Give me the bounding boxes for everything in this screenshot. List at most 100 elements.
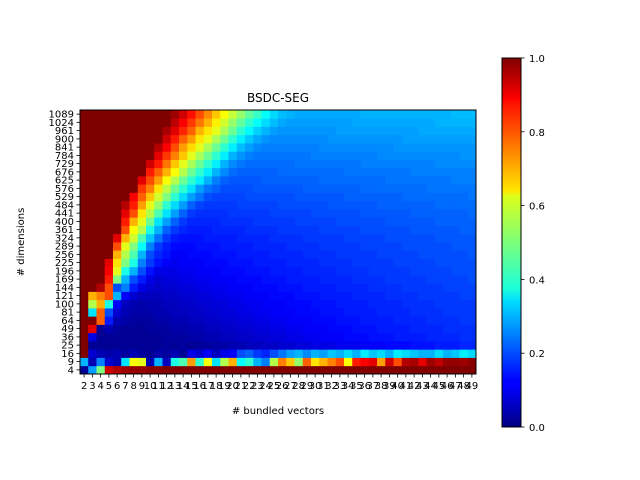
heatmap-cell	[451, 134, 460, 144]
heatmap-cell	[368, 233, 378, 243]
heatmap-cell	[451, 308, 460, 317]
heatmap-cell	[104, 242, 114, 251]
heatmap-cell	[269, 365, 279, 375]
x-tick-label: 9	[139, 381, 145, 392]
heatmap-cell	[179, 233, 188, 243]
heatmap-cell	[236, 126, 246, 136]
heatmap-cell	[393, 266, 403, 276]
heatmap-cell	[195, 308, 205, 317]
heatmap-cell	[278, 299, 287, 309]
heatmap-cell	[410, 357, 419, 367]
heatmap-cell	[96, 308, 106, 317]
heatmap-cell	[410, 225, 419, 235]
heatmap-cell	[319, 110, 328, 119]
heatmap-cell	[261, 349, 271, 358]
heatmap-cell	[203, 250, 213, 259]
heatmap-cell	[410, 192, 419, 202]
heatmap-cell	[253, 225, 262, 235]
heatmap-cell	[187, 275, 196, 284]
heatmap-cell	[443, 176, 452, 185]
heatmap-cell	[443, 283, 452, 292]
heatmap-cell	[113, 291, 122, 301]
heatmap-cell	[187, 167, 196, 177]
heatmap-cell	[170, 299, 180, 309]
heatmap-cell	[187, 176, 196, 185]
heatmap-cell	[377, 316, 386, 325]
heatmap-cell	[137, 217, 147, 226]
x-tick-label: 16	[193, 381, 206, 392]
heatmap-cell	[228, 225, 238, 235]
heatmap-cell	[459, 134, 469, 144]
heatmap-cell	[459, 258, 469, 268]
heatmap-cell	[162, 151, 172, 160]
heatmap-cell	[245, 316, 254, 325]
heatmap-cell	[195, 225, 205, 235]
heatmap-cell	[212, 349, 221, 358]
heatmap-cell	[278, 242, 287, 251]
heatmap-cell	[170, 324, 180, 334]
heatmap-cell	[162, 242, 172, 251]
heatmap-cell	[187, 316, 196, 325]
heatmap-cell	[113, 341, 122, 350]
heatmap-cell	[401, 242, 411, 251]
heatmap-cell	[278, 110, 287, 119]
heatmap-cell	[179, 192, 188, 202]
heatmap-cell	[179, 143, 188, 152]
heatmap-cell	[146, 242, 155, 251]
heatmap-cell	[459, 143, 469, 152]
heatmap-cell	[451, 332, 460, 342]
heatmap-cell	[335, 316, 345, 325]
heatmap-cell	[327, 291, 337, 301]
heatmap-cell	[352, 349, 361, 358]
heatmap-cell	[170, 159, 180, 169]
heatmap-cell	[236, 291, 246, 301]
heatmap-cell	[154, 110, 163, 119]
heatmap-cell	[327, 365, 337, 375]
heatmap-cell	[195, 200, 205, 210]
heatmap-cell	[80, 233, 89, 243]
x-axis-label: # bundled vectors	[232, 406, 324, 417]
x-tick-label: 33	[334, 381, 347, 392]
heatmap-cell	[360, 110, 370, 119]
heatmap-cell	[187, 250, 196, 259]
heatmap-cell	[434, 110, 444, 119]
heatmap-cell	[327, 209, 337, 218]
heatmap-cell	[426, 209, 436, 218]
heatmap-cell	[467, 357, 477, 367]
y-tick-label: 169	[55, 275, 74, 286]
heatmap-cell	[261, 225, 271, 235]
heatmap-cell	[459, 118, 469, 127]
heatmap-cell	[352, 332, 361, 342]
heatmap-cell	[113, 192, 122, 202]
heatmap-cell	[203, 126, 213, 136]
heatmap-cell	[418, 225, 427, 235]
heatmap-cell	[459, 126, 469, 136]
heatmap-cell	[203, 324, 213, 334]
heatmap-cell	[368, 209, 378, 218]
heatmap-cell	[137, 159, 147, 169]
heatmap-cell	[96, 118, 106, 127]
heatmap-cell	[187, 118, 196, 127]
heatmap-cell	[294, 118, 304, 127]
heatmap-cell	[443, 110, 452, 119]
heatmap-cell	[401, 233, 411, 243]
heatmap-cell	[426, 308, 436, 317]
heatmap-cell	[96, 316, 106, 325]
heatmap-cell	[96, 365, 106, 375]
heatmap-cell	[426, 134, 436, 144]
heatmap-cell	[434, 217, 444, 226]
heatmap-cell	[434, 143, 444, 152]
heatmap-cell	[104, 365, 114, 375]
heatmap-cell	[228, 266, 238, 276]
heatmap-cell	[269, 341, 279, 350]
heatmap-cell	[410, 134, 419, 144]
heatmap-cell	[269, 176, 279, 185]
heatmap-cell	[426, 192, 436, 202]
heatmap-cell	[129, 143, 139, 152]
heatmap-cell	[187, 283, 196, 292]
heatmap-cell	[434, 176, 444, 185]
heatmap-cell	[335, 209, 345, 218]
heatmap-cell	[245, 233, 254, 243]
heatmap-cell	[385, 225, 394, 235]
heatmap-cell	[319, 308, 328, 317]
